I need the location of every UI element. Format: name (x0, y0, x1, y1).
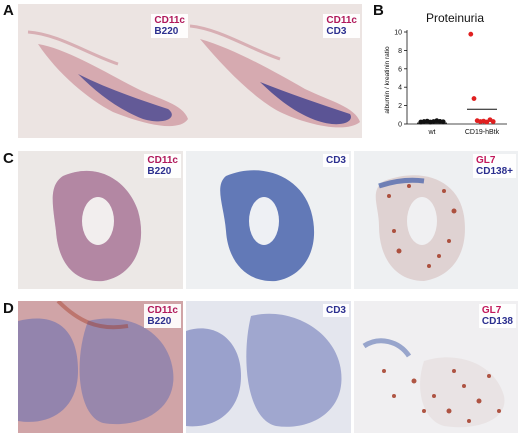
micrograph-a-cd11c-b220: CD11c B220 (18, 4, 190, 138)
data-point-1-0 (468, 31, 474, 37)
micrograph-c-cd3: CD3 (186, 151, 351, 289)
data-point-1-7 (490, 119, 496, 124)
micrograph-d-gl7-cd138: GL7 CD138 (354, 301, 518, 433)
stain-label-c3: GL7 CD138+ (473, 154, 516, 178)
micrograph-a-cd11c-cd3: CD11c CD3 (190, 4, 362, 138)
y-tick-label-5: 10 (394, 30, 402, 37)
x-tick-label-1: CD19-hBtk (465, 129, 500, 136)
stain-label-d3: GL7 CD138 (478, 304, 516, 328)
data-point-1-1 (471, 96, 477, 101)
x-tick-label-0: wt (428, 129, 436, 136)
stain-label-a1: CD11c B220 (151, 14, 188, 38)
stain-label-c1: CD11c B220 (144, 154, 181, 178)
panel-letter-c: C (3, 150, 14, 167)
stain-label-d1: CD11c B220 (144, 304, 181, 328)
chart-title: Proteinuria (426, 11, 484, 25)
y-tick-label-3: 6 (398, 66, 402, 73)
y-axis-label: albumin / kreatinin ratio (384, 46, 391, 114)
y-tick-label-0: 0 (398, 122, 402, 129)
proteinuria-chart: Proteinuria albumin / kreatinin ratio 0 2… (384, 11, 507, 136)
stain-label-d2: CD3 (322, 304, 349, 317)
micrograph-c-gl7-cd138: GL7 CD138+ (354, 151, 518, 289)
panel-letter-d: D (3, 300, 14, 317)
micrograph-d-cd11c-b220: CD11c B220 (18, 301, 183, 433)
panel-letter-b: B (373, 2, 384, 19)
micrograph-c-cd11c-b220: CD11c B220 (18, 151, 183, 289)
y-tick-label-4: 8 (398, 48, 402, 55)
stain-label-c2: CD3 (322, 154, 349, 167)
y-tick-label-2: 4 (398, 85, 402, 92)
micrograph-d-cd3: CD3 (186, 301, 351, 433)
panel-letter-a: A (3, 2, 14, 19)
y-tick-label-1: 2 (398, 103, 402, 110)
stain-label-a2: CD11c CD3 (323, 14, 360, 38)
